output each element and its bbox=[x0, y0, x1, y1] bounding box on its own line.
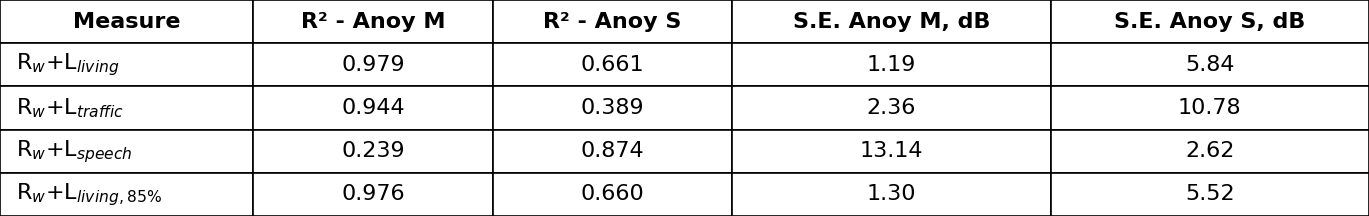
Bar bbox=[1051, 43, 1369, 86]
Bar bbox=[732, 43, 1051, 86]
Bar bbox=[1051, 173, 1369, 216]
Text: 2.62: 2.62 bbox=[1186, 141, 1235, 161]
Text: S.E. Anoy M, dB: S.E. Anoy M, dB bbox=[793, 12, 990, 32]
Bar bbox=[253, 86, 493, 130]
Text: 0.944: 0.944 bbox=[341, 98, 405, 118]
Text: R$_w$+L$_{traffic}$: R$_w$+L$_{traffic}$ bbox=[16, 96, 125, 120]
Text: 1.19: 1.19 bbox=[867, 55, 916, 75]
Text: R$_w$+L$_{living}$: R$_w$+L$_{living}$ bbox=[16, 51, 120, 78]
Text: 0.661: 0.661 bbox=[580, 55, 645, 75]
Bar bbox=[1051, 0, 1369, 43]
Text: 0.874: 0.874 bbox=[580, 141, 645, 161]
Bar bbox=[0, 86, 253, 130]
Bar bbox=[1051, 86, 1369, 130]
Text: R$_w$+L$_{living,85\%}$: R$_w$+L$_{living,85\%}$ bbox=[16, 181, 163, 208]
Text: 5.52: 5.52 bbox=[1186, 184, 1235, 204]
Bar bbox=[253, 130, 493, 173]
Text: S.E. Anoy S, dB: S.E. Anoy S, dB bbox=[1114, 12, 1306, 32]
Bar bbox=[0, 173, 253, 216]
Text: R² - Anoy M: R² - Anoy M bbox=[301, 12, 445, 32]
Text: 5.84: 5.84 bbox=[1186, 55, 1235, 75]
Text: 0.660: 0.660 bbox=[580, 184, 645, 204]
Text: 0.979: 0.979 bbox=[341, 55, 405, 75]
Bar bbox=[732, 173, 1051, 216]
Bar bbox=[0, 0, 253, 43]
Bar bbox=[493, 0, 732, 43]
Bar bbox=[732, 0, 1051, 43]
Bar bbox=[732, 130, 1051, 173]
Bar bbox=[493, 130, 732, 173]
Bar bbox=[253, 43, 493, 86]
Bar bbox=[493, 43, 732, 86]
Bar bbox=[0, 130, 253, 173]
Text: R$_w$+L$_{speech}$: R$_w$+L$_{speech}$ bbox=[16, 138, 133, 165]
Bar bbox=[0, 43, 253, 86]
Text: 2.36: 2.36 bbox=[867, 98, 916, 118]
Bar bbox=[493, 86, 732, 130]
Text: 13.14: 13.14 bbox=[860, 141, 923, 161]
Text: 0.976: 0.976 bbox=[341, 184, 405, 204]
Text: Measure: Measure bbox=[73, 12, 181, 32]
Bar bbox=[253, 173, 493, 216]
Text: 0.389: 0.389 bbox=[580, 98, 645, 118]
Text: 10.78: 10.78 bbox=[1179, 98, 1242, 118]
Bar bbox=[1051, 130, 1369, 173]
Bar bbox=[493, 173, 732, 216]
Bar bbox=[732, 86, 1051, 130]
Text: 0.239: 0.239 bbox=[341, 141, 405, 161]
Text: R² - Anoy S: R² - Anoy S bbox=[543, 12, 682, 32]
Bar bbox=[253, 0, 493, 43]
Text: 1.30: 1.30 bbox=[867, 184, 916, 204]
